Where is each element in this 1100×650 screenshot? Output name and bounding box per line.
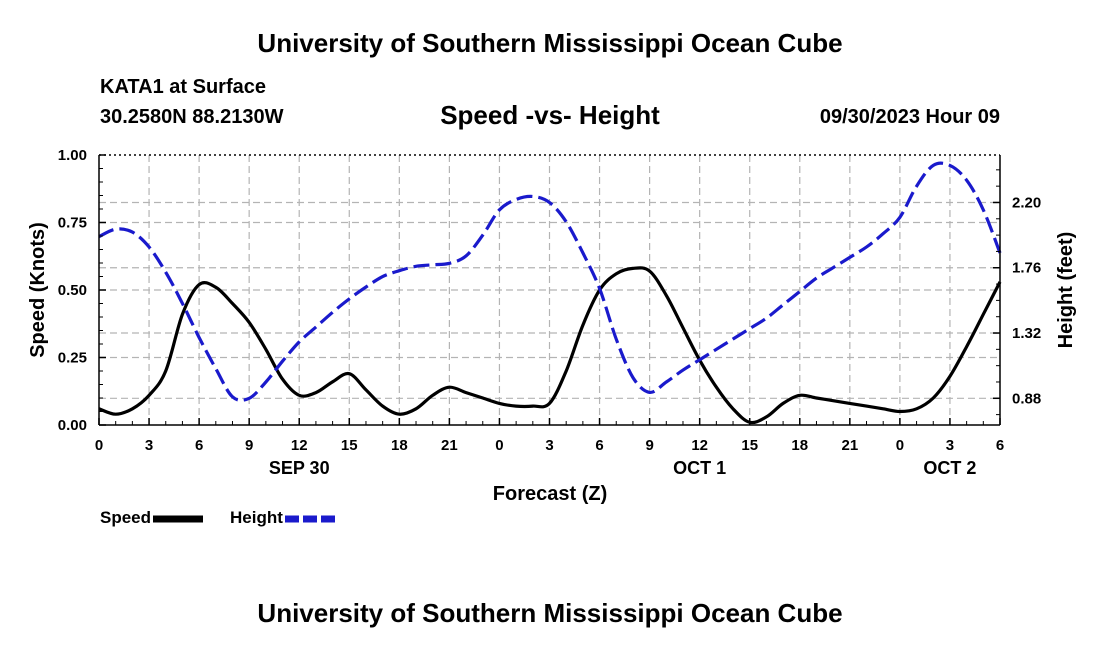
x-tick-label: 9: [245, 437, 253, 454]
y-axis-label-speed: Speed (Knots): [27, 222, 49, 358]
x-tick-label: 15: [741, 437, 758, 454]
station-name: KATA1 at Surface: [100, 76, 266, 98]
x-tick-label: 0: [896, 437, 904, 454]
legend-speed-label: Speed: [100, 508, 152, 527]
y-tick-label: 0.25: [58, 350, 87, 367]
x-tick-label: 3: [145, 437, 153, 454]
y-axis-label-height: Height (feet): [1055, 232, 1077, 349]
x-tick-label: 18: [791, 437, 808, 454]
x-tick-label: 6: [595, 437, 603, 454]
x-tick-label: 3: [946, 437, 954, 454]
y-tick-label: 0.50: [58, 282, 87, 299]
x-tick-label: 6: [996, 437, 1004, 454]
x-tick-label: 12: [691, 437, 708, 454]
x-tick-label: 18: [391, 437, 408, 454]
station-coordinates: 30.2580N 88.2130W: [100, 106, 284, 128]
x-tick-label: 15: [341, 437, 358, 454]
chart-title-top: University of Southern Mississippi Ocean…: [257, 28, 843, 58]
legend-speed-swatch: [153, 515, 204, 523]
x-tick-label: 0: [495, 437, 503, 454]
x-tick-label: 9: [645, 437, 653, 454]
chart-title-bottom: University of Southern Mississippi Ocean…: [257, 598, 843, 628]
legend-height-swatch: [284, 515, 335, 523]
x-tick-label: 21: [841, 437, 858, 454]
legend-height-label: Height: [230, 508, 283, 527]
date-label: OCT 2: [923, 458, 976, 478]
legend-height: Height: [230, 508, 337, 528]
data-series: [98, 161, 1002, 425]
forecast-datetime: 09/30/2023 Hour 09: [819, 106, 1000, 128]
x-tick-label: 0: [95, 437, 103, 454]
y2-tick-label: 2.20: [1012, 194, 1041, 211]
chart-subtitle: Speed -vs- Height: [440, 100, 660, 130]
y-tick-label: 1.00: [58, 147, 87, 164]
x-tick-label: 3: [545, 437, 553, 454]
y2-tick-label: 1.32: [1012, 325, 1041, 342]
legend-speed: Speed: [100, 508, 205, 528]
x-axis-label: Forecast (Z): [493, 483, 607, 505]
date-label: OCT 1: [673, 458, 726, 478]
y2-tick-label: 0.88: [1012, 390, 1041, 407]
grid-lines: [99, 154, 1000, 425]
x-tick-label: 21: [441, 437, 458, 454]
y-tick-label: 0.75: [58, 215, 87, 232]
x-tick-label: 6: [195, 437, 203, 454]
axes: 0 3 6 9 12 15 18 21 0 3 6 9 12 15 18 21 0 3 6 SEP 30 OCT 1 OC…: [58, 147, 1041, 478]
y-tick-label: 0.00: [58, 417, 87, 434]
x-tick-label: 12: [291, 437, 308, 454]
series-line-speed: [98, 266, 1002, 425]
y2-tick-label: 1.76: [1012, 260, 1041, 277]
series-line-height: [98, 161, 1002, 402]
date-label: SEP 30: [269, 458, 330, 478]
